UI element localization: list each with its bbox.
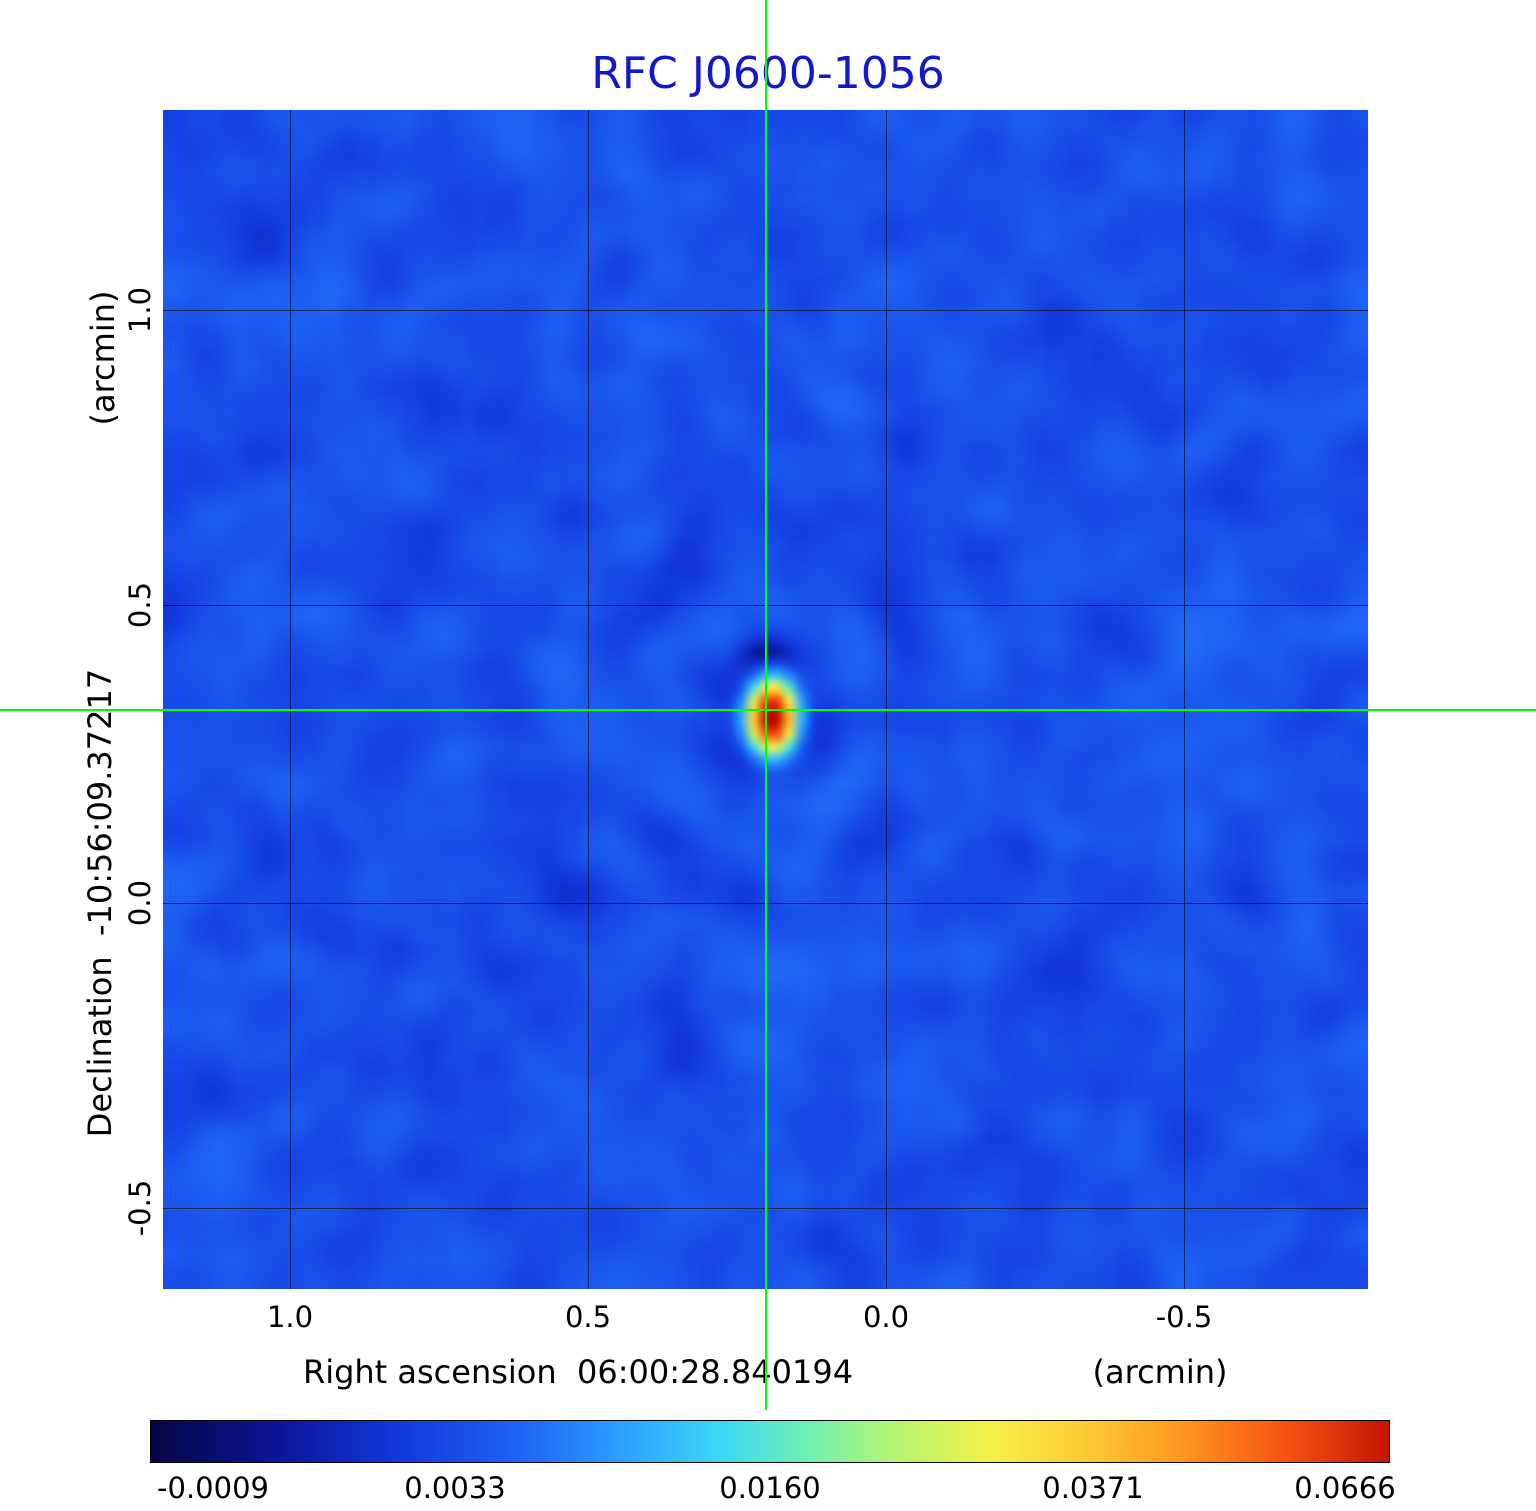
colorbar-gradient [150, 1420, 1390, 1463]
colorbar-label-0: -0.0009 [157, 1471, 269, 1505]
y-tick-label-0.0: 0.0 [123, 879, 157, 927]
y-tick-label-1.0: 1.0 [123, 286, 157, 334]
y-tick-label-0.5: 0.5 [123, 581, 157, 629]
colorbar-label-3: 0.0371 [1042, 1471, 1144, 1505]
x-tick-label-1.0: 1.0 [266, 1300, 314, 1334]
plot-title: RFC J0600-1056 [591, 48, 945, 99]
crosshair-horizontal-line [0, 709, 1536, 711]
gridline-vertical-0.5 [588, 110, 589, 1289]
x-axis-unit-label: (arcmin) [1092, 1353, 1228, 1391]
gridline-vertical-1.0 [290, 110, 291, 1289]
colorbar-label-4: 0.0666 [1294, 1471, 1396, 1505]
x-tick-label-0.5: 0.5 [564, 1300, 612, 1334]
crosshair-vertical-line [765, 0, 767, 1410]
x-tick-label-0.0: 0.0 [862, 1300, 910, 1334]
gridline-vertical-0.0 [886, 110, 887, 1289]
gridline-vertical--0.5 [1184, 110, 1185, 1289]
colorbar-label-1: 0.0033 [404, 1471, 506, 1505]
x-axis-label: Right ascension 06:00:28.840194 [302, 1353, 854, 1391]
y-axis-label: Declination -10:56:09.37217 [81, 668, 119, 1138]
colorbar-label-2: 0.0160 [719, 1471, 821, 1505]
y-axis-unit-label: (arcmin) [84, 290, 122, 426]
y-tick-label--0.5: -0.5 [123, 1179, 157, 1237]
x-tick-label--0.5: -0.5 [1155, 1300, 1213, 1334]
